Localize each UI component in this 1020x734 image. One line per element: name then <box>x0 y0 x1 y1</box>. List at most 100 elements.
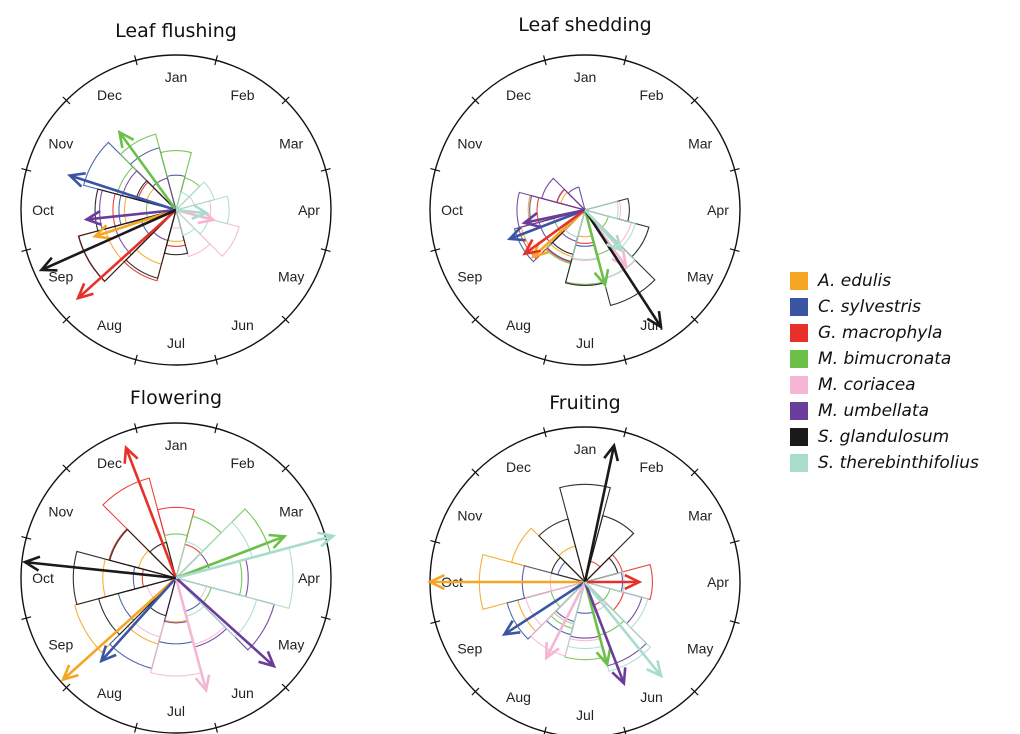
month-label: May <box>687 269 713 285</box>
legend-item: S. therebinthifolius <box>790 450 979 476</box>
month-tick <box>62 96 71 105</box>
mean-vector-arrow <box>75 209 177 301</box>
mean-vector-arrow <box>583 442 620 583</box>
arrow-head <box>646 660 663 679</box>
month-tick <box>21 536 32 540</box>
month-tick <box>21 248 32 252</box>
month-label: May <box>687 641 713 657</box>
month-label: Apr <box>707 202 729 218</box>
arrow-shaft <box>503 580 586 636</box>
month-label: Sep <box>457 269 482 285</box>
rose-wedge <box>174 576 226 646</box>
month-label: Sep <box>457 641 482 657</box>
rose-wedge <box>109 576 178 670</box>
month-tick <box>729 540 740 544</box>
month-label: Feb <box>230 455 254 471</box>
legend-item: G. macrophyla <box>790 320 979 346</box>
month-tick <box>471 315 480 324</box>
rose-wedge <box>582 563 653 601</box>
mean-vector-arrow <box>174 577 211 694</box>
arrow-head <box>506 226 526 242</box>
arrow-shaft <box>94 208 177 238</box>
month-label: Sep <box>48 269 73 285</box>
rose-wedge <box>538 518 587 584</box>
month-label: Mar <box>688 508 712 524</box>
month-label: Mar <box>279 504 303 520</box>
month-label: Jun <box>231 317 254 333</box>
month-tick <box>320 248 331 252</box>
month-tick <box>134 55 138 66</box>
legend-label: S. therebinthifolius <box>818 453 979 473</box>
legend-item: S. glandulosum <box>790 424 979 450</box>
month-label: Apr <box>707 574 729 590</box>
arrow-shaft <box>584 209 623 252</box>
rose-wedge <box>137 181 178 212</box>
arrow-shaft <box>100 577 177 662</box>
rose-wedge <box>72 550 179 606</box>
month-tick <box>690 96 699 105</box>
month-label: May <box>278 269 304 285</box>
legend-item: C. sylvestris <box>790 294 979 320</box>
mean-vector-arrow <box>38 208 177 272</box>
panel-title: Leaf shedding <box>518 14 651 36</box>
month-tick <box>623 726 627 734</box>
legend-swatch <box>790 298 808 316</box>
arrow-head <box>521 212 541 228</box>
month-label: Mar <box>688 136 712 152</box>
month-tick <box>729 620 740 624</box>
mean-vector-arrow <box>83 208 177 227</box>
arrow-head <box>522 239 541 256</box>
month-tick <box>543 726 547 734</box>
month-label: Aug <box>97 317 122 333</box>
arrow-head <box>595 648 612 668</box>
outer-circle <box>20 422 332 734</box>
month-tick <box>690 687 699 696</box>
rose-wedge <box>174 208 196 236</box>
arrow-head <box>92 224 111 240</box>
legend-label: M. bimucronata <box>818 349 952 369</box>
month-label: Aug <box>506 689 531 705</box>
month-tick <box>729 168 740 172</box>
mean-vector-arrow <box>583 581 612 668</box>
rose-wedge <box>73 576 178 653</box>
month-tick <box>471 687 480 696</box>
arrow-shaft <box>175 535 285 580</box>
month-tick <box>430 620 441 624</box>
rose-wedge <box>583 208 656 307</box>
rose-wedge <box>173 195 230 225</box>
rose-wedges <box>478 483 653 672</box>
month-tick <box>543 427 547 438</box>
month-tick <box>430 540 441 544</box>
mean-vector-arrow <box>501 580 586 636</box>
arrow-head <box>191 203 210 220</box>
month-label: Jan <box>574 69 597 85</box>
month-tick <box>134 354 138 365</box>
arrow-head <box>611 667 627 687</box>
species-legend: A. edulis C. sylvestris G. macrophyla M.… <box>790 268 979 476</box>
rose-panel: Leaf flushing Jan Feb Mar Apr May Jun Jul Aug Sep… <box>20 20 332 366</box>
arrow-shaft <box>524 208 586 255</box>
arrow-head <box>268 533 288 549</box>
rose-wedge <box>530 580 587 657</box>
month-tick <box>690 315 699 324</box>
rose-wedge <box>513 208 587 263</box>
arrow-head <box>99 645 117 664</box>
month-label: Jan <box>574 441 597 457</box>
arrow-head <box>194 674 211 694</box>
month-tick <box>690 468 699 477</box>
panel-title: Leaf flushing <box>115 20 237 42</box>
month-tick <box>320 168 331 172</box>
month-tick <box>62 464 71 473</box>
arrow-head <box>646 310 663 330</box>
mean-vector-arrow <box>60 577 177 682</box>
month-label: Dec <box>97 455 122 471</box>
rose-wedge <box>583 580 652 672</box>
arrow-head <box>21 555 41 572</box>
mean-vector-arrow <box>584 209 624 253</box>
rose-wedge <box>135 179 178 212</box>
arrow-shaft <box>77 209 177 300</box>
mean-vector-arrow <box>583 209 610 288</box>
legend-label: S. glandulosum <box>818 427 950 447</box>
rose-wedge <box>82 141 178 212</box>
rose-wedge <box>564 208 587 238</box>
